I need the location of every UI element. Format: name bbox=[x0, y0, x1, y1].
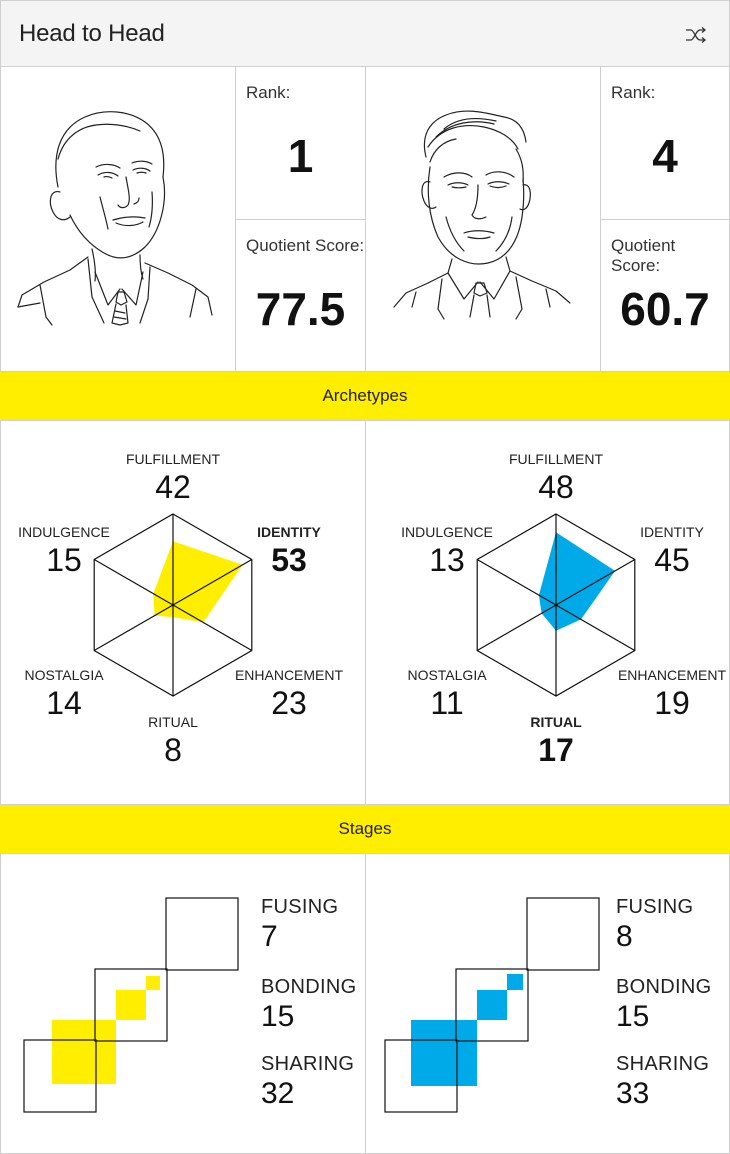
stages-band-label: Stages bbox=[338, 819, 392, 838]
left-score-cell: Quotient Score: 77.5 bbox=[236, 220, 366, 372]
right-radar-spoke bbox=[555, 558, 636, 606]
right-rank-value: 4 bbox=[652, 130, 678, 182]
left-stage-sharing-fill bbox=[52, 1020, 116, 1084]
left-stage-bonding-label: BONDING bbox=[261, 976, 357, 998]
left-stage-fusing-value: 7 bbox=[261, 920, 278, 953]
stages-band: Stages bbox=[0, 804, 730, 854]
left-stage-bonding-value: 15 bbox=[261, 1000, 295, 1033]
left-radar-value-nostalgia: 14 bbox=[46, 685, 82, 721]
left-radar-label-indulgence: INDULGENCE bbox=[18, 524, 110, 540]
left-radar-value-indulgence: 15 bbox=[46, 542, 82, 578]
left-radar-spoke bbox=[172, 558, 253, 606]
left-score-value: 77.5 bbox=[255, 283, 346, 335]
right-stage-sharing-fill bbox=[411, 1020, 477, 1086]
right-radar-label-nostalgia: NOSTALGIA bbox=[407, 667, 487, 683]
right-radar-area bbox=[538, 532, 616, 631]
right-radar-spoke bbox=[476, 604, 557, 652]
right-stage-sharing-label: SHARING bbox=[616, 1053, 710, 1075]
left-portrait-cell bbox=[0, 67, 236, 372]
right-radar-spoke bbox=[555, 604, 636, 652]
page-title: Head to Head bbox=[19, 20, 165, 47]
right-stage-sharing-value: 33 bbox=[616, 1077, 650, 1110]
right-stage-fusing-fill bbox=[507, 974, 523, 990]
left-stage-diagram bbox=[23, 897, 239, 1113]
right-archetype-radar: FULFILLMENT 48 IDENTITY 45 ENHANCEMENT 19 RITU… bbox=[401, 451, 727, 768]
left-rank-cell: Rank: 1 bbox=[236, 67, 366, 220]
right-stage-diagram bbox=[384, 897, 600, 1113]
left-radar-label-enhancement: ENHANCEMENT bbox=[235, 667, 344, 683]
right-portrait-illustration bbox=[393, 110, 571, 320]
archetypes-divider bbox=[365, 421, 366, 804]
right-portrait-cell bbox=[366, 67, 601, 372]
right-stage-fusing-value: 8 bbox=[616, 920, 633, 953]
left-portrait-illustration bbox=[17, 111, 213, 326]
right-score-label: Quotient Score: bbox=[611, 236, 676, 275]
right-rank-label: Rank: bbox=[611, 83, 656, 102]
right-radar-value-ritual: 17 bbox=[538, 732, 574, 768]
archetypes-band-label: Archetypes bbox=[322, 386, 408, 405]
right-stage-bonding-fill bbox=[477, 990, 507, 1020]
right-stage-fusing-label: FUSING bbox=[616, 896, 694, 918]
left-radar-value-ritual: 8 bbox=[164, 732, 182, 768]
left-radar-value-enhancement: 23 bbox=[271, 685, 307, 721]
right-radar-value-enhancement: 19 bbox=[654, 685, 690, 721]
left-rank-value: 1 bbox=[287, 130, 314, 182]
right-radar-spoke bbox=[476, 558, 557, 606]
header-bar: Head to Head bbox=[0, 0, 730, 67]
left-stage-fusing-fill bbox=[146, 976, 160, 990]
right-score-cell: Quotient Score: 60.7 bbox=[601, 220, 730, 372]
left-radar-label-nostalgia: NOSTALGIA bbox=[24, 667, 104, 683]
right-score-value: 60.7 bbox=[620, 283, 710, 335]
stages-divider bbox=[365, 854, 366, 1154]
right-radar-label-identity: IDENTITY bbox=[640, 524, 704, 540]
left-radar-label-fulfillment: FULFILLMENT bbox=[126, 451, 221, 467]
left-radar-spoke bbox=[93, 604, 174, 652]
left-radar-label-ritual: RITUAL bbox=[148, 714, 198, 730]
archetypes-band: Archetypes bbox=[0, 371, 730, 421]
left-stage-sharing-label: SHARING bbox=[261, 1053, 355, 1075]
right-radar-label-indulgence: INDULGENCE bbox=[401, 524, 493, 540]
left-stage-fusing-label: FUSING bbox=[261, 896, 339, 918]
left-radar-value-identity: 53 bbox=[271, 542, 307, 578]
left-archetype-radar: FULFILLMENT 42 IDENTITY 53 ENHANCEMENT 23 RITU… bbox=[18, 451, 344, 768]
left-score-label: Quotient Score: bbox=[246, 236, 365, 255]
right-radar-value-indulgence: 13 bbox=[429, 542, 465, 578]
left-radar-area bbox=[153, 541, 243, 623]
right-radar-label-fulfillment: FULFILLMENT bbox=[509, 451, 604, 467]
right-stage-bonding-value: 15 bbox=[616, 1000, 650, 1033]
right-radar-value-nostalgia: 11 bbox=[430, 685, 463, 721]
left-radar-spoke bbox=[172, 604, 253, 652]
shuffle-icon[interactable] bbox=[684, 25, 708, 45]
left-stage-sharing-value: 32 bbox=[261, 1077, 295, 1110]
right-radar-label-ritual: RITUAL bbox=[530, 714, 582, 730]
left-stage-bonding-fill bbox=[116, 990, 146, 1020]
right-rank-cell: Rank: 4 bbox=[601, 67, 730, 220]
left-radar-label-identity: IDENTITY bbox=[257, 524, 321, 540]
right-stage-bonding-label: BONDING bbox=[616, 976, 712, 998]
right-radar-label-enhancement: ENHANCEMENT bbox=[618, 667, 727, 683]
right-radar-value-fulfillment: 48 bbox=[538, 469, 574, 505]
left-rank-label: Rank: bbox=[246, 83, 291, 102]
left-radar-spoke bbox=[93, 558, 174, 606]
right-radar-value-identity: 45 bbox=[654, 542, 690, 578]
left-radar-value-fulfillment: 42 bbox=[155, 469, 191, 505]
